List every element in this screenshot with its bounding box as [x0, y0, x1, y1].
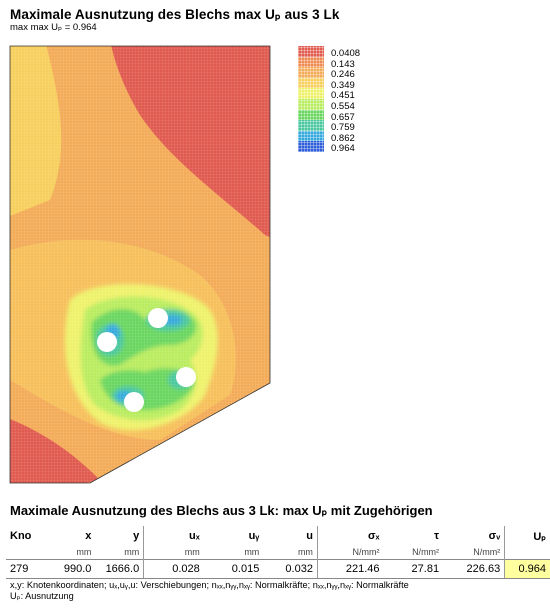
legend-swatch — [298, 77, 324, 89]
contour-plot — [9, 45, 271, 484]
legend-label: 0.246 — [331, 69, 355, 81]
table-unit-row: mm mm mm mm mm N/mm² N/mm² N/mm² — [6, 545, 550, 560]
legend-swatch — [298, 46, 324, 57]
legend-label: 0.964 — [331, 143, 355, 155]
bolt-hole — [97, 332, 117, 352]
cell-u: 0.032 — [263, 559, 318, 579]
header-tau: τ — [434, 530, 440, 542]
header-y: y — [133, 530, 140, 542]
header-kno: Kno — [10, 530, 32, 542]
legend-label: 0.657 — [331, 111, 355, 123]
legend-swatch — [298, 141, 324, 152]
plot-subtitle: max max Uₚ = 0.964 — [10, 22, 97, 33]
plot-title: Maximale Ausnutzung des Blechs max Uₚ au… — [10, 7, 340, 22]
unit-tau: N/mm² — [412, 547, 440, 557]
cell-up: 0.964 — [504, 559, 550, 579]
cell-ux: 0.028 — [143, 559, 204, 579]
bolt-hole — [176, 367, 196, 387]
legend-label: 0.0408 — [331, 48, 361, 59]
legend-label: 0.451 — [331, 90, 355, 102]
bolt-hole — [124, 392, 144, 412]
cell-uy: 0.015 — [203, 559, 264, 579]
cell-tau: 27.81 — [383, 559, 444, 579]
unit-sigma-v: N/mm² — [473, 547, 501, 557]
notes-line: Uₚ: Ausnutzung — [10, 591, 74, 601]
cell-y: 1666.0 — [95, 559, 144, 579]
unit-sigma-x: N/mm² — [316, 545, 384, 560]
legend-swatch — [298, 109, 324, 121]
legend-label: 0.862 — [331, 132, 355, 144]
cell-kno: 279 — [6, 559, 50, 579]
cell-sigma-x: 221.46 — [316, 559, 384, 579]
unit-x: mm — [76, 547, 92, 557]
header-x: x — [85, 530, 92, 542]
cell-x: 990.0 — [49, 559, 96, 579]
legend-label: 0.554 — [331, 100, 355, 112]
table-title: Maximale Ausnutzung des Blechs aus 3 Lk:… — [10, 503, 433, 518]
legend-swatch — [298, 130, 324, 142]
results-table: Kno x y uₓ uᵧ u σₓ τ σᵥ Uₚ mm mm mm mm m… — [6, 526, 550, 579]
header-u: u — [306, 530, 313, 542]
header-uy: uᵧ — [248, 530, 260, 542]
table-notes: x,y: Knotenkoordinaten; uₓ,uᵧ,u: Verschi… — [10, 580, 409, 602]
legend-swatch — [298, 120, 324, 131]
legend-swatch — [298, 98, 324, 110]
legend-label: 0.143 — [331, 58, 355, 70]
header-ux: uₓ — [143, 526, 204, 545]
legend-swatch — [298, 88, 324, 99]
unit-y: mm — [124, 547, 140, 557]
notes-line: x,y: Knotenkoordinaten; uₓ,uᵧ,u: Verschi… — [10, 580, 409, 590]
table-header-row: Kno x y uₓ uᵧ u σₓ τ σᵥ Uₚ — [6, 526, 550, 545]
legend-label: 0.349 — [331, 79, 355, 91]
legend-swatch — [298, 67, 324, 78]
header-sigma-v: σᵥ — [488, 530, 501, 542]
plate — [10, 46, 270, 483]
header-up: Uₚ — [504, 526, 550, 545]
cell-sigma-v: 226.63 — [443, 559, 505, 579]
table-row: 279 990.0 1666.0 0.028 0.015 0.032 221.4… — [6, 559, 550, 579]
legend-swatch — [298, 56, 324, 68]
header-sigma-x: σₓ — [316, 526, 384, 545]
unit-uy: mm — [244, 547, 260, 557]
bolt-hole — [148, 308, 168, 328]
legend-label: 0.759 — [331, 122, 355, 134]
unit-ux: mm — [143, 545, 204, 560]
unit-u: mm — [297, 547, 313, 557]
